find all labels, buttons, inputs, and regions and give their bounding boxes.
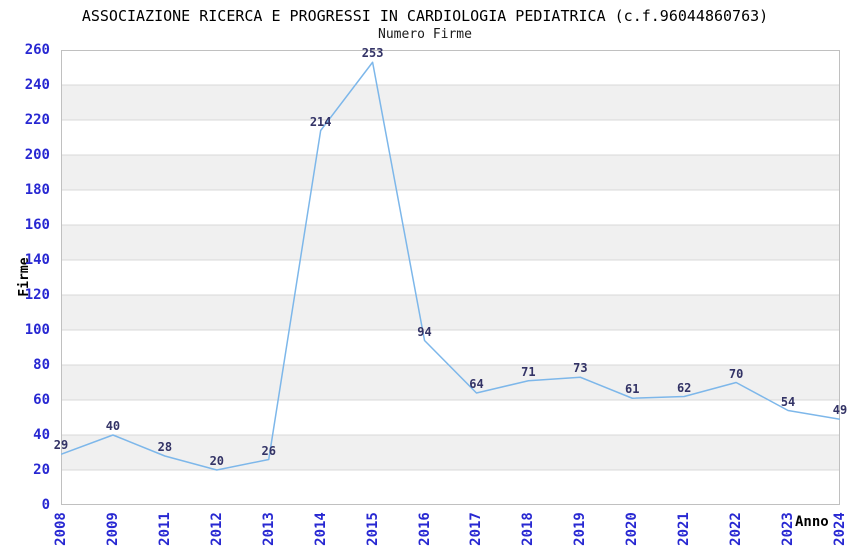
data-point-label: 26 [261, 443, 276, 458]
x-tick-label: 2017 [468, 512, 485, 546]
x-tick-label: 2015 [364, 512, 381, 546]
x-tick-label: 2024 [832, 512, 848, 546]
x-tick-label: 2014 [312, 512, 329, 546]
x-tick-label: 2022 [728, 512, 745, 546]
data-point-label: 28 [157, 440, 173, 454]
x-axis-label: Anno [795, 514, 829, 530]
plot-area [61, 50, 840, 505]
plot-band [61, 155, 840, 190]
data-point-label: 64 [469, 377, 484, 391]
y-tick-label: 100 [24, 322, 50, 338]
data-point-label: 73 [573, 361, 588, 376]
data-point-label: 253 [361, 46, 384, 61]
plot-band [61, 295, 840, 330]
y-tick-label: 160 [24, 217, 50, 233]
y-tick-label: 0 [41, 497, 50, 513]
y-tick-label: 120 [24, 287, 50, 303]
data-point-label: 54 [780, 394, 796, 409]
y-tick-label: 80 [33, 357, 50, 373]
y-tick-label: 220 [24, 112, 50, 128]
chart-subtitle: Numero Firme [378, 27, 472, 42]
data-point-label: 70 [728, 366, 744, 381]
x-tick-label: 2018 [520, 512, 537, 546]
data-point-label: 214 [309, 114, 332, 129]
x-tick-label: 2019 [572, 512, 589, 546]
y-tick-label: 60 [33, 392, 50, 408]
y-tick-label: 200 [24, 147, 50, 163]
y-tick-label: 260 [24, 42, 50, 58]
data-point-label: 20 [209, 454, 225, 468]
y-tick-label: 240 [24, 77, 50, 93]
y-tick-label: 140 [24, 252, 50, 268]
plot-band [61, 225, 840, 260]
data-point-label: 94 [417, 324, 432, 339]
data-point-label: 62 [676, 380, 692, 395]
x-tick-label: 2012 [208, 512, 225, 546]
data-point-label: 49 [832, 403, 848, 418]
plot-band [61, 435, 840, 470]
x-tick-label: 2011 [156, 512, 173, 546]
x-tick-label: 2023 [780, 512, 797, 546]
y-tick-label: 40 [33, 427, 50, 443]
x-tick-label: 2021 [676, 512, 693, 546]
x-tick-label: 2009 [104, 512, 121, 546]
data-point-label: 71 [521, 364, 536, 379]
series-line [61, 61, 840, 471]
x-tick-label: 2013 [260, 512, 277, 546]
plot-border [61, 50, 840, 505]
x-tick-label: 2008 [53, 512, 69, 546]
y-tick-label: 180 [24, 182, 50, 198]
data-point-label: 29 [53, 438, 69, 453]
plot-band [61, 365, 840, 400]
plot-band [61, 85, 840, 120]
y-tick-label: 20 [33, 462, 50, 478]
x-tick-label: 2016 [416, 512, 433, 546]
chart-title: ASSOCIAZIONE RICERCA E PROGRESSI IN CARD… [81, 7, 769, 25]
x-tick-label: 2020 [624, 512, 641, 546]
data-point-label: 61 [625, 382, 640, 397]
data-point-label: 40 [105, 419, 121, 433]
